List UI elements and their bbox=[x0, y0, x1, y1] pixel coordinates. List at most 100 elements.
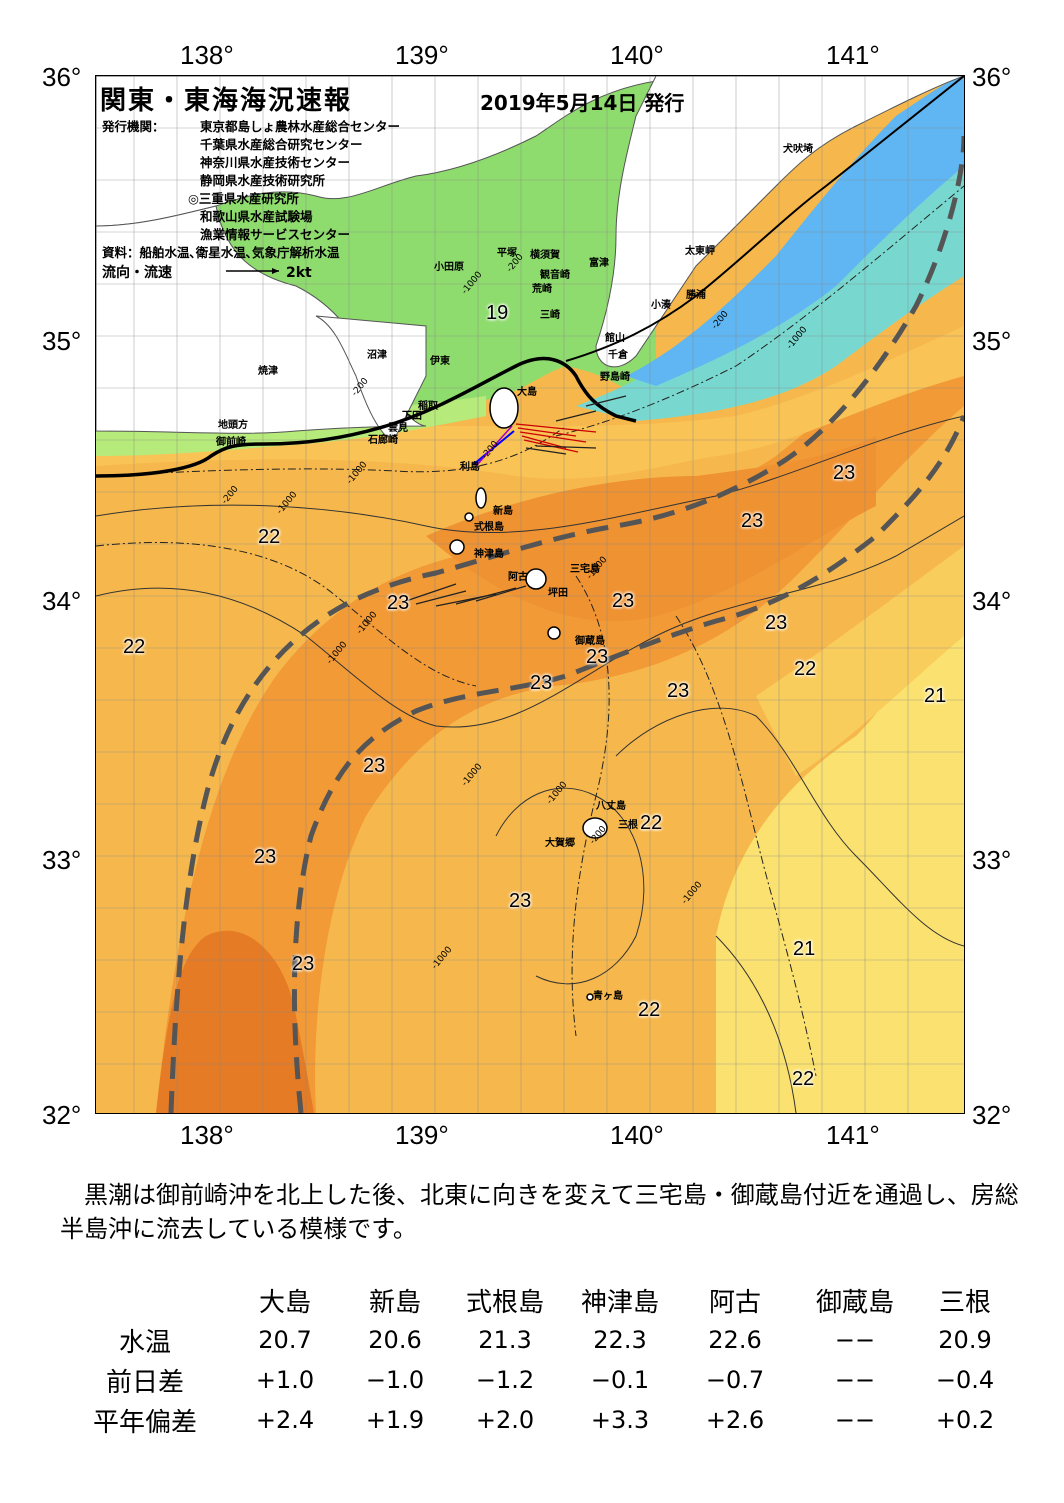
station-shikinejima: 式根島 bbox=[465, 1287, 544, 1318]
island-oshima bbox=[489, 387, 519, 429]
place-label: 三根 bbox=[618, 820, 638, 831]
islands bbox=[449, 387, 608, 1001]
lat-tick-36-right: 36° bbox=[972, 62, 1012, 92]
station-kozushima: 神津島 bbox=[580, 1287, 659, 1318]
shelf-edge-line bbox=[96, 356, 637, 478]
isotherm-label: 22 bbox=[640, 812, 663, 834]
lat-tick-36-left: 36° bbox=[42, 62, 82, 92]
lon-tick-140-bottom: 140° bbox=[610, 1120, 664, 1150]
lon-tick-141-top: 141° bbox=[826, 40, 880, 70]
data-source: 資料：船舶水温､衛星水温､気象庁解析水温 bbox=[102, 245, 340, 260]
place-label: 坪田 bbox=[548, 588, 568, 599]
isotherm-label: 21 bbox=[924, 685, 947, 707]
warm-core-24 bbox=[156, 930, 314, 1113]
place-label: 平塚 bbox=[497, 248, 517, 259]
isotherm-label: 19 bbox=[486, 302, 509, 324]
place-label: 富津 bbox=[589, 258, 609, 269]
place-label: 地頭方 bbox=[218, 420, 248, 431]
transition-zone-22 bbox=[756, 546, 964, 776]
place-label: 焼津 bbox=[258, 366, 278, 377]
cell: −0.7 bbox=[705, 1366, 765, 1394]
place-label: 八丈島 bbox=[596, 801, 626, 812]
cell: 20.9 bbox=[938, 1326, 992, 1354]
row-label: 平年偏差 bbox=[92, 1407, 197, 1438]
lon-tick-138-bottom: 138° bbox=[180, 1120, 234, 1150]
cell: +2.6 bbox=[705, 1406, 765, 1434]
lat-tick-32-right: 32° bbox=[972, 1100, 1012, 1130]
land-izu bbox=[315, 315, 427, 437]
isotherm-label: 21 bbox=[793, 938, 816, 960]
cell: −1.0 bbox=[365, 1366, 425, 1394]
place-label: 雲見 bbox=[388, 423, 408, 434]
isotherm-label: 23 bbox=[741, 510, 764, 532]
station-ako: 阿古 bbox=[708, 1287, 761, 1318]
kuroshio-axis-north bbox=[168, 135, 964, 1113]
island-shikinejima bbox=[464, 512, 474, 522]
cell: +1.0 bbox=[255, 1366, 315, 1394]
lat-tick-32-left: 32° bbox=[42, 1100, 82, 1130]
place-label: 伊東 bbox=[430, 356, 450, 367]
place-label: 御蔵島 bbox=[575, 636, 605, 647]
place-label: 御前崎 bbox=[216, 437, 246, 448]
cell: +3.3 bbox=[590, 1406, 650, 1434]
org-item: 千葉県水産総合研究センター bbox=[200, 137, 363, 152]
isotherm-label: 22 bbox=[258, 526, 281, 548]
table-header-row: 大島 新島 式根島 神津島 阿古 御蔵島 三根 bbox=[60, 1280, 1010, 1320]
cell: −− bbox=[834, 1366, 876, 1394]
lon-tick-139-top: 139° bbox=[395, 40, 449, 70]
place-label: 下田 bbox=[402, 411, 422, 422]
place-label: 勝浦 bbox=[686, 290, 706, 301]
current-vectors-black bbox=[405, 395, 627, 607]
current-vector-purple bbox=[475, 425, 513, 467]
lat-tick-35-left: 35° bbox=[42, 326, 82, 356]
place-label: 大島 bbox=[517, 387, 537, 398]
isotherm-label: 23 bbox=[667, 680, 690, 702]
cell: 21.3 bbox=[478, 1326, 532, 1354]
row-label: 水温 bbox=[118, 1327, 171, 1358]
place-label: 三崎 bbox=[540, 310, 560, 321]
place-label: 式根島 bbox=[474, 522, 504, 533]
isotherm-label: 23 bbox=[292, 953, 315, 975]
lat-tick-33-left: 33° bbox=[42, 845, 82, 875]
lon-tick-139-bottom: 139° bbox=[395, 1120, 449, 1150]
table-corner bbox=[60, 1280, 230, 1320]
cell: +0.2 bbox=[935, 1406, 995, 1434]
isotherm-label: 23 bbox=[509, 890, 532, 912]
lon-tick-140-top: 140° bbox=[610, 40, 664, 70]
place-label: 荒崎 bbox=[532, 284, 552, 295]
station-oshima: 大島 bbox=[258, 1287, 311, 1318]
place-label: 野島崎 bbox=[600, 372, 630, 383]
lat-tick-34-right: 34° bbox=[972, 586, 1012, 616]
current-vector-blue bbox=[473, 430, 515, 465]
map-svg bbox=[96, 76, 964, 1113]
org-item: 和歌山県水産試験場 bbox=[200, 209, 313, 224]
map-title: 関東・東海海況速報 bbox=[100, 86, 353, 116]
place-label: 新島 bbox=[493, 506, 513, 517]
island-niijima bbox=[475, 487, 487, 509]
org-label: 発行機関： bbox=[102, 119, 165, 134]
table-row: 水温 20.7 20.6 21.3 22.3 22.6 −− 20.9 bbox=[60, 1320, 1010, 1360]
cell: +2.4 bbox=[255, 1406, 315, 1434]
cell: 20.7 bbox=[258, 1326, 312, 1354]
isotherm-label: 22 bbox=[123, 636, 146, 658]
place-label: 横須賀 bbox=[530, 250, 560, 261]
cell: 20.6 bbox=[368, 1326, 422, 1354]
cold-blue-zone bbox=[626, 76, 964, 386]
cell: +1.9 bbox=[365, 1406, 425, 1434]
org-item: ◎三重県水産研究所 bbox=[188, 191, 299, 206]
island-miyakejima bbox=[525, 568, 547, 590]
org-item: 静岡県水産技術研究所 bbox=[200, 173, 326, 188]
island-mikurajima bbox=[547, 626, 561, 640]
isotherm-label: 23 bbox=[530, 672, 553, 694]
place-label: 小湊 bbox=[651, 300, 671, 311]
cell: −− bbox=[834, 1406, 876, 1434]
cell: −0.1 bbox=[590, 1366, 650, 1394]
cell: −0.4 bbox=[935, 1366, 995, 1394]
table-row: 平年偏差 +2.4 +1.9 +2.0 +3.3 +2.6 −− +0.2 bbox=[60, 1400, 1010, 1440]
flow-scale-arrowhead bbox=[272, 268, 279, 274]
cell: −− bbox=[834, 1326, 876, 1354]
flow-legend-label: 流向・流速 bbox=[102, 265, 172, 281]
isotherm-contours bbox=[96, 415, 964, 1113]
place-label: 利島 bbox=[460, 462, 480, 473]
sea-temperature-map bbox=[95, 75, 965, 1114]
